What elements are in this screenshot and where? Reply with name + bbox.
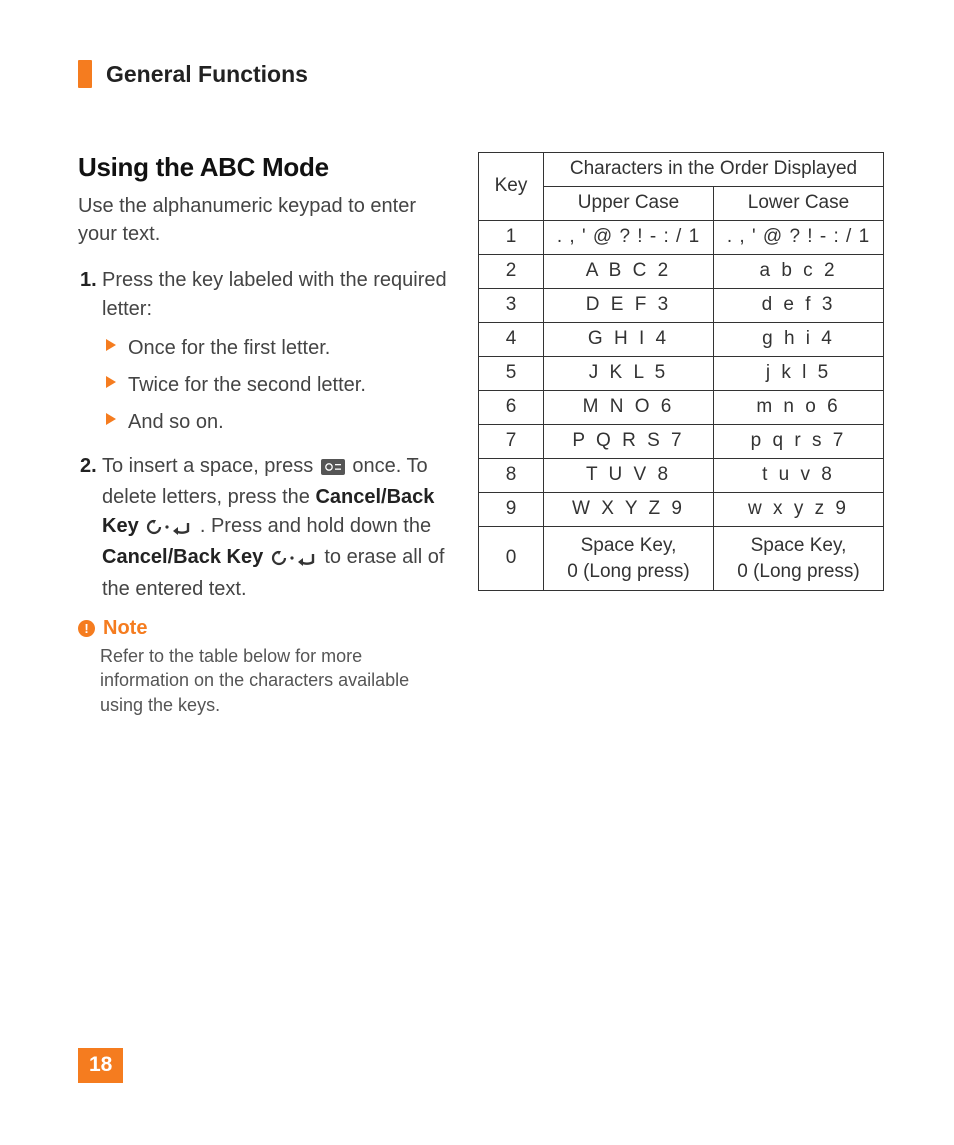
- table-row: 7P Q R S 7p q r s 7: [479, 425, 884, 459]
- upper-cell: T U V 8: [544, 459, 714, 493]
- key-cell: 9: [479, 493, 544, 527]
- lower-cell: a b c 2: [714, 255, 884, 289]
- table-row: 8T U V 8t u v 8: [479, 459, 884, 493]
- heading: Using the ABC Mode: [78, 152, 448, 183]
- key-cell: 5: [479, 357, 544, 391]
- table-row: 6M N O 6m n o 6: [479, 391, 884, 425]
- lower-cell: Space Key,0 (Long press): [714, 527, 884, 591]
- bullet-text: And so on.: [128, 411, 224, 433]
- table-row: 4G H I 4g h i 4: [479, 323, 884, 357]
- lower-cell: w x y z 9: [714, 493, 884, 527]
- note-title: Note: [103, 617, 147, 640]
- intro-text: Use the alphanumeric keypad to enter you…: [78, 193, 448, 248]
- key-cell: 4: [479, 323, 544, 357]
- key-header: Key: [479, 153, 544, 221]
- key-cell: 3: [479, 289, 544, 323]
- lower-cell: d e f 3: [714, 289, 884, 323]
- table-row: 0Space Key,0 (Long press)Space Key,0 (Lo…: [479, 527, 884, 591]
- note-header: ! Note: [78, 617, 448, 640]
- step-1-bullets: Once for the first letter. Twice for the…: [102, 333, 448, 438]
- span-header: Characters in the Order Displayed: [544, 153, 884, 187]
- upper-cell: M N O 6: [544, 391, 714, 425]
- key-cell: 8: [479, 459, 544, 493]
- bullet-item: Twice for the second letter.: [106, 370, 448, 401]
- key-cell: 7: [479, 425, 544, 459]
- lower-header: Lower Case: [714, 187, 884, 221]
- note-body: Refer to the table below for more inform…: [78, 644, 448, 717]
- lower-cell: t u v 8: [714, 459, 884, 493]
- bullet-item: Once for the first letter.: [106, 333, 448, 364]
- table-row: 1. , ' @ ? ! - : / 1. , ' @ ? ! - : / 1: [479, 221, 884, 255]
- note-bullet-icon: !: [78, 620, 95, 637]
- zero-key-icon: [321, 455, 345, 483]
- upper-cell: P Q R S 7: [544, 425, 714, 459]
- bullet-text: Twice for the second letter.: [128, 374, 366, 396]
- upper-cell: D E F 3: [544, 289, 714, 323]
- cancel-back-icon: [146, 515, 192, 543]
- key-cell: 0: [479, 527, 544, 591]
- table-row: 9W X Y Z 9w x y z 9: [479, 493, 884, 527]
- lower-cell: j k l 5: [714, 357, 884, 391]
- step-text: Press the key labeled with the required …: [102, 269, 447, 319]
- triangle-bullet-icon: [106, 413, 116, 425]
- key-cell: 6: [479, 391, 544, 425]
- step-number: 1.: [80, 266, 97, 294]
- upper-cell: A B C 2: [544, 255, 714, 289]
- header-accent-block: [78, 60, 92, 88]
- section-header: General Functions: [78, 60, 884, 88]
- upper-header: Upper Case: [544, 187, 714, 221]
- left-column: Using the ABC Mode Use the alphanumeric …: [78, 152, 448, 717]
- section-title: General Functions: [106, 61, 308, 88]
- table-head: Key Characters in the Order Displayed Up…: [479, 153, 884, 221]
- upper-cell: J K L 5: [544, 357, 714, 391]
- bullet-text: Once for the first letter.: [128, 337, 330, 359]
- step-1: 1. Press the key labeled with the requir…: [80, 266, 448, 438]
- content-columns: Using the ABC Mode Use the alphanumeric …: [78, 152, 884, 717]
- upper-cell: G H I 4: [544, 323, 714, 357]
- table-body: 1. , ' @ ? ! - : / 1. , ' @ ? ! - : / 12…: [479, 221, 884, 591]
- steps-list: 1. Press the key labeled with the requir…: [78, 266, 448, 603]
- bullet-item: And so on.: [106, 407, 448, 438]
- table-row: 5J K L 5j k l 5: [479, 357, 884, 391]
- upper-cell: Space Key,0 (Long press): [544, 527, 714, 591]
- cancel-back-icon: [271, 546, 317, 574]
- lower-cell: p q r s 7: [714, 425, 884, 459]
- table-row: 2A B C 2a b c 2: [479, 255, 884, 289]
- page-number: 18: [78, 1048, 123, 1083]
- table-row: 3D E F 3d e f 3: [479, 289, 884, 323]
- step-text-3: . Press and hold down the: [200, 515, 431, 537]
- bold-cancel-back-2: Cancel/Back Key: [102, 546, 263, 568]
- characters-table: Key Characters in the Order Displayed Up…: [478, 152, 884, 591]
- triangle-bullet-icon: [106, 339, 116, 351]
- lower-cell: m n o 6: [714, 391, 884, 425]
- table-row: Key Characters in the Order Displayed: [479, 153, 884, 187]
- lower-cell: . , ' @ ? ! - : / 1: [714, 221, 884, 255]
- key-cell: 1: [479, 221, 544, 255]
- step-text-1: To insert a space, press: [102, 455, 319, 477]
- page: General Functions Using the ABC Mode Use…: [0, 0, 954, 717]
- step-2: 2. To insert a space, press once. To del…: [80, 452, 448, 603]
- upper-cell: . , ' @ ? ! - : / 1: [544, 221, 714, 255]
- triangle-bullet-icon: [106, 376, 116, 388]
- right-column: Key Characters in the Order Displayed Up…: [478, 152, 884, 591]
- key-cell: 2: [479, 255, 544, 289]
- lower-cell: g h i 4: [714, 323, 884, 357]
- step-number: 2.: [80, 452, 97, 480]
- upper-cell: W X Y Z 9: [544, 493, 714, 527]
